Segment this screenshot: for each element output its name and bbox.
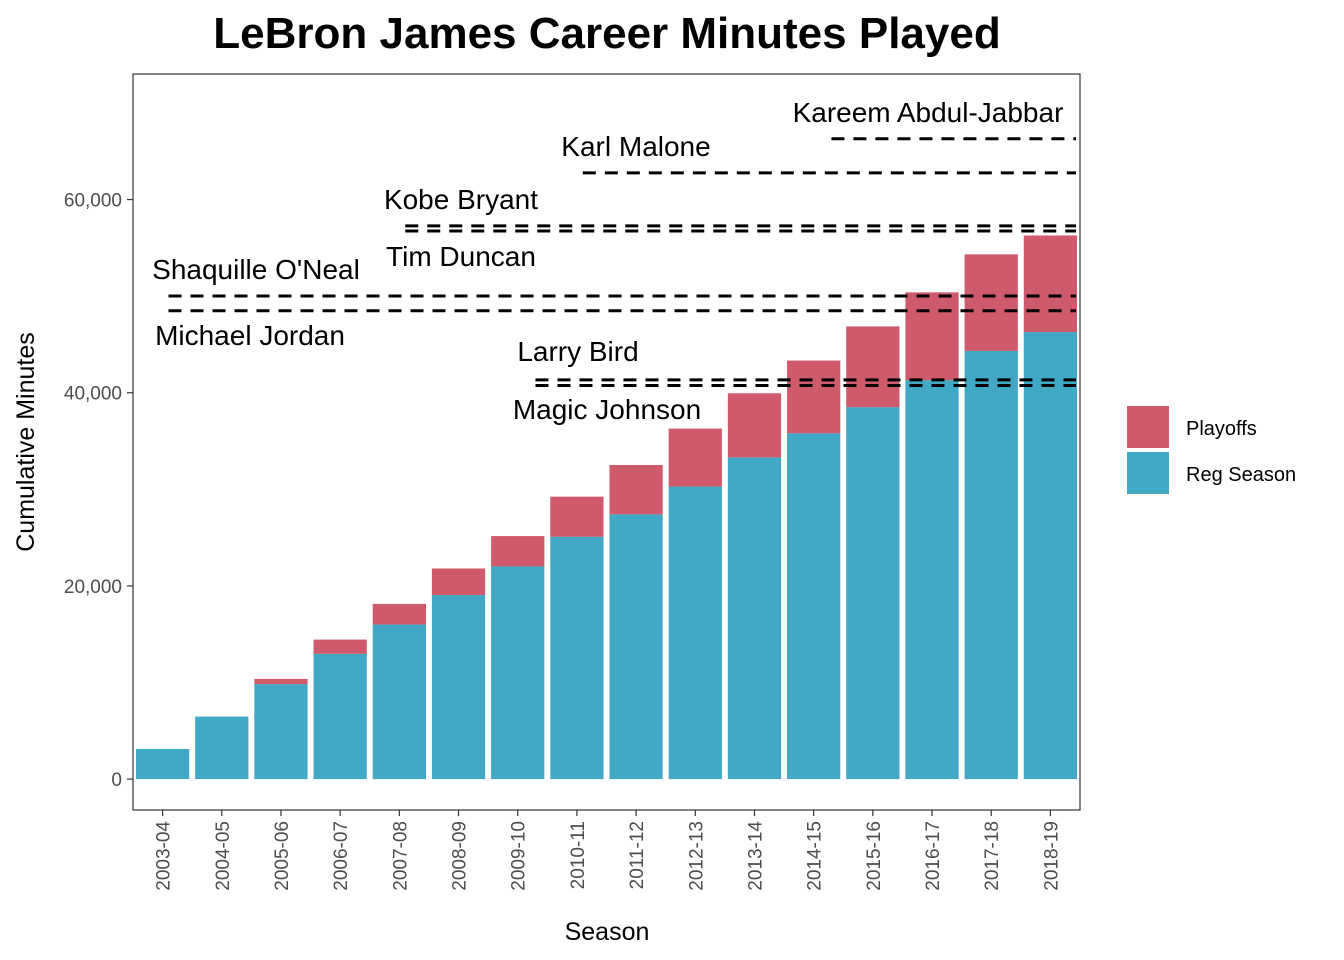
- x-tick-label: 2003-04: [154, 821, 175, 891]
- plot-panel-border: [132, 73, 1081, 811]
- bar-reg-season-2009-10: [491, 566, 545, 780]
- x-tick-label: 2011-12: [627, 821, 648, 889]
- x-tick-label: 2010-11: [568, 821, 589, 889]
- bar-reg-season-2004-05: [195, 716, 249, 780]
- bar-playoffs-2018-19: [1023, 235, 1078, 333]
- x-tick-label: 2005-06: [272, 821, 293, 891]
- x-tick-label: 2009-10: [509, 821, 530, 891]
- bar-playoffs-2016-17: [905, 292, 959, 381]
- bar-playoffs-2005-06: [254, 678, 308, 685]
- bar-playoffs-2006-07: [313, 639, 367, 654]
- bar-playoffs-2010-11: [550, 496, 604, 537]
- legend-label-playoffs: Playoffs: [1186, 418, 1257, 440]
- bar-playoffs-2014-15: [787, 360, 841, 434]
- bar-playoffs-2013-14: [727, 393, 782, 458]
- x-tick-label: 2017-18: [982, 821, 1003, 891]
- x-axis-title: Season: [565, 918, 650, 946]
- bar-reg-season-2008-09: [431, 595, 486, 780]
- reference-label-kareem-abdul-jabbar: Kareem Abdul-Jabbar: [793, 97, 1064, 128]
- y-axis-title: Cumulative Minutes: [12, 332, 40, 552]
- bar-playoffs-2015-16: [846, 326, 900, 408]
- x-axis: 2003-04 2004-05 2005-06 2006-07 2007-08 2008-…: [154, 810, 1062, 891]
- bar-reg-season-2011-12: [609, 514, 663, 780]
- x-tick-label: 2015-16: [864, 821, 885, 891]
- reference-lines-layer: Kareem Abdul-Jabbar Karl Malone Kobe Bryan…: [152, 97, 1076, 425]
- x-tick-label: 2014-15: [805, 821, 826, 891]
- x-tick-label: 2012-13: [686, 821, 707, 891]
- bar-playoffs-2008-09: [431, 568, 486, 596]
- reference-label-michael-jordan: Michael Jordan: [155, 320, 345, 351]
- bar-reg-season-2017-18: [964, 350, 1018, 780]
- reference-label-magic-johnson: Magic Johnson: [513, 394, 701, 425]
- bar-reg-season-2018-19: [1023, 332, 1078, 780]
- bar-reg-season-2012-13: [668, 486, 722, 780]
- reference-label-karl-malone: Karl Malone: [561, 131, 710, 162]
- legend-label-reg-season: Reg Season: [1186, 464, 1296, 486]
- reference-label-tim-duncan: Tim Duncan: [386, 241, 536, 272]
- reference-label-larry-bird: Larry Bird: [517, 336, 638, 367]
- bar-playoffs-2017-18: [964, 254, 1018, 351]
- reference-label-kobe-bryant: Kobe Bryant: [384, 184, 538, 215]
- legend-key-reg-season: [1127, 452, 1169, 494]
- x-tick-label: 2004-05: [213, 821, 234, 891]
- y-tick-label: 0: [111, 770, 122, 791]
- x-tick-label: 2006-07: [331, 821, 352, 891]
- x-tick-label: 2007-08: [390, 821, 411, 891]
- bar-playoffs-2007-08: [372, 603, 426, 625]
- bar-reg-season-2013-14: [727, 457, 782, 780]
- bar-reg-season-2005-06: [254, 684, 308, 780]
- bar-reg-season-2010-11: [550, 536, 604, 780]
- legend-key-playoffs: [1127, 406, 1169, 448]
- x-tick-label: 2013-14: [745, 821, 766, 891]
- reference-label-shaquille-o-neal: Shaquille O'Neal: [152, 254, 360, 285]
- bar-reg-season-2007-08: [372, 624, 426, 780]
- x-tick-label: 2008-09: [450, 821, 471, 891]
- y-axis: 0 20,000 40,000 60,000: [64, 191, 133, 791]
- bar-reg-season-2006-07: [313, 653, 367, 780]
- bar-playoffs-2012-13: [668, 428, 722, 487]
- x-tick-label: 2016-17: [923, 821, 944, 891]
- legend: Playoffs Reg Season: [1127, 406, 1296, 494]
- bar-playoffs-2011-12: [609, 464, 663, 515]
- bar-reg-season-2014-15: [787, 433, 841, 780]
- bar-reg-season-2003-04: [135, 748, 190, 780]
- bars-layer: [135, 235, 1078, 780]
- bar-reg-season-2016-17: [905, 380, 959, 780]
- y-tick-label: 20,000: [64, 577, 122, 598]
- x-tick-label: 2018-19: [1041, 821, 1062, 891]
- y-tick-label: 40,000: [64, 384, 122, 405]
- chart-title: LeBron James Career Minutes Played: [213, 9, 1000, 58]
- bar-reg-season-2015-16: [846, 407, 900, 780]
- y-tick-label: 60,000: [64, 191, 122, 212]
- bar-playoffs-2009-10: [491, 536, 545, 567]
